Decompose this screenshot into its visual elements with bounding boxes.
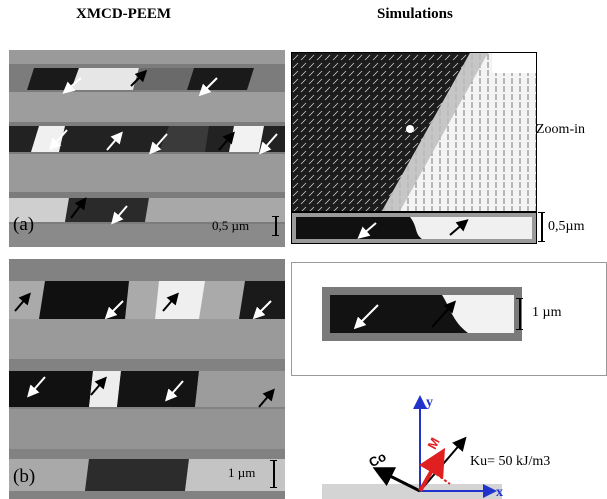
x-axis-label: x: [496, 485, 503, 499]
xmcd-image-b: [9, 259, 285, 499]
simulation-a-scale-bar: [538, 212, 545, 242]
simulation-a-scale-label: 0,5µm: [548, 219, 585, 234]
simulation-b-scale-bar: [516, 298, 523, 330]
panel-b-label: (b): [13, 466, 36, 487]
magnetization-label: M: [424, 435, 442, 452]
y-axis-label: y: [426, 395, 433, 410]
panel-a-label: (a): [13, 214, 35, 235]
simulation-box-b: [291, 262, 607, 376]
simulations-header: Simulations: [377, 6, 453, 22]
simulation-zoom-in: [291, 52, 537, 212]
xmcd-image-a: [9, 50, 285, 247]
simulation-stripe-a: [291, 212, 537, 244]
co-label: Co: [366, 449, 388, 470]
panel-a-scale-label: 0,5 µm: [212, 218, 250, 233]
zoom-in-label: Zoom-in: [536, 122, 585, 137]
anisotropy-diagram: y x Co M: [322, 384, 607, 499]
panel-b-scale-bar: [270, 460, 277, 488]
panel-b-scale-label: 1 µm: [228, 465, 256, 480]
panel-a-scale-bar: [272, 216, 279, 236]
simulation-b-scale-label: 1 µm: [532, 305, 562, 320]
anisotropy-label: Ku= 50 kJ/m3: [470, 454, 551, 469]
xmcd-peem-header: XMCD-PEEM: [76, 6, 171, 22]
